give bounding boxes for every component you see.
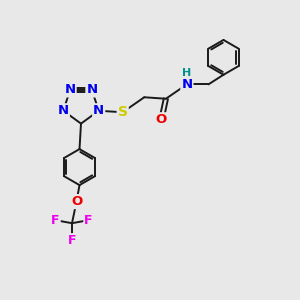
Text: N: N: [86, 83, 98, 97]
Text: N: N: [64, 83, 76, 97]
Text: N: N: [58, 104, 69, 117]
Text: F: F: [68, 234, 76, 247]
Text: F: F: [84, 214, 93, 227]
Text: O: O: [156, 113, 167, 126]
Text: O: O: [71, 195, 82, 208]
Text: S: S: [118, 105, 128, 119]
Text: F: F: [51, 214, 60, 227]
Text: N: N: [93, 104, 104, 117]
Text: N: N: [181, 78, 193, 91]
Text: H: H: [182, 68, 191, 78]
